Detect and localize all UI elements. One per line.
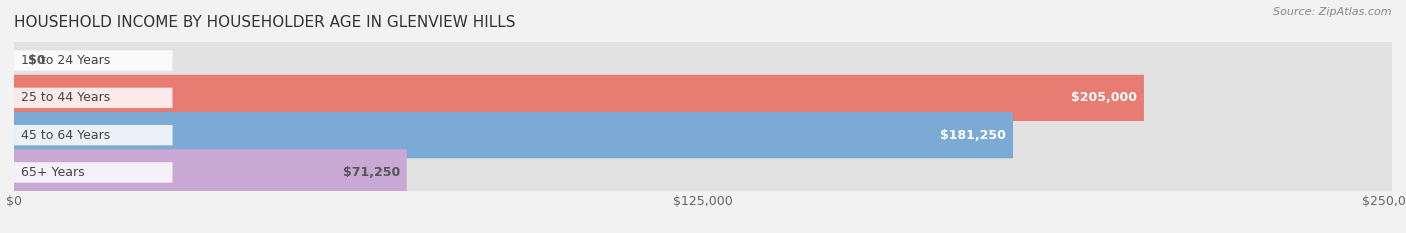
FancyBboxPatch shape — [14, 75, 1392, 121]
Text: $181,250: $181,250 — [941, 129, 1007, 142]
FancyBboxPatch shape — [14, 75, 1144, 121]
Text: HOUSEHOLD INCOME BY HOUSEHOLDER AGE IN GLENVIEW HILLS: HOUSEHOLD INCOME BY HOUSEHOLDER AGE IN G… — [14, 15, 516, 30]
FancyBboxPatch shape — [14, 50, 173, 71]
FancyBboxPatch shape — [14, 112, 1012, 158]
Text: 45 to 64 Years: 45 to 64 Years — [21, 129, 110, 142]
FancyBboxPatch shape — [14, 88, 173, 108]
FancyBboxPatch shape — [14, 162, 173, 183]
FancyBboxPatch shape — [14, 125, 173, 145]
Text: 65+ Years: 65+ Years — [21, 166, 84, 179]
Text: Source: ZipAtlas.com: Source: ZipAtlas.com — [1274, 7, 1392, 17]
Text: $71,250: $71,250 — [343, 166, 399, 179]
Text: $205,000: $205,000 — [1071, 91, 1137, 104]
FancyBboxPatch shape — [14, 149, 1392, 195]
Text: $0: $0 — [28, 54, 45, 67]
Text: 15 to 24 Years: 15 to 24 Years — [21, 54, 110, 67]
FancyBboxPatch shape — [14, 149, 406, 195]
FancyBboxPatch shape — [14, 112, 1392, 158]
FancyBboxPatch shape — [14, 38, 1392, 84]
Text: 25 to 44 Years: 25 to 44 Years — [21, 91, 110, 104]
